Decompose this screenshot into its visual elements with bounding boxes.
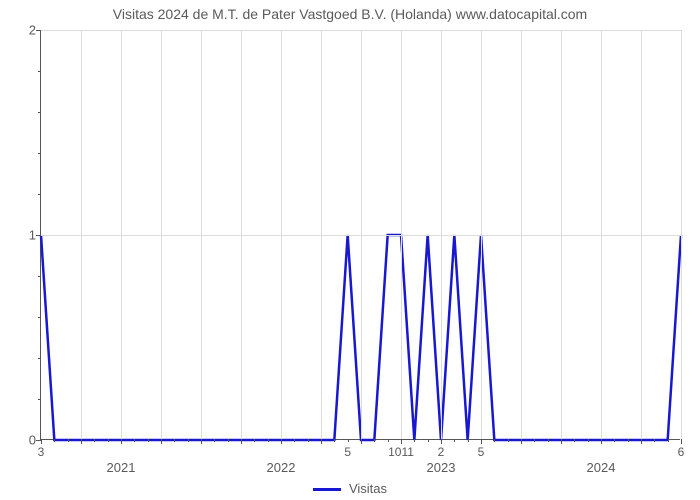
legend-label: Visitas [349, 481, 387, 496]
xtick-minor [268, 439, 269, 442]
xtick [321, 439, 322, 444]
ytick-minor [38, 153, 41, 154]
xtick-minor [308, 439, 309, 442]
grid-v [521, 30, 522, 440]
xtick [201, 439, 202, 444]
ytick-label: 0 [21, 433, 36, 448]
x-value-label: 2 [438, 445, 445, 459]
grid-v [401, 30, 402, 440]
x-value-label: 6 [678, 445, 685, 459]
xtick-minor [134, 439, 135, 442]
xtick [161, 439, 162, 444]
ytick-label: 1 [21, 228, 36, 243]
xtick-minor [254, 439, 255, 442]
xtick-minor [54, 439, 55, 442]
xtick-minor [628, 439, 629, 442]
xtick-minor [654, 439, 655, 442]
plot-area: 0123510112562021202220232024 [40, 30, 680, 440]
x-value-label: 5 [478, 445, 485, 459]
xtick [681, 439, 682, 444]
ytick-minor [38, 399, 41, 400]
xtick-minor [94, 439, 95, 442]
xtick [561, 439, 562, 444]
ytick [36, 235, 41, 236]
x-year-label: 2024 [587, 460, 616, 475]
grid-v [561, 30, 562, 440]
ytick-minor [38, 358, 41, 359]
xtick-minor [428, 439, 429, 442]
x-year-label: 2023 [427, 460, 456, 475]
xtick [81, 439, 82, 444]
grid-v [121, 30, 122, 440]
xtick-minor [68, 439, 69, 442]
xtick [401, 439, 402, 444]
legend-swatch [313, 488, 341, 491]
grid-v [321, 30, 322, 440]
xtick [441, 439, 442, 444]
grid-v [81, 30, 82, 440]
ytick-minor [38, 194, 41, 195]
grid-v [681, 30, 682, 440]
xtick [641, 439, 642, 444]
xtick-minor [228, 439, 229, 442]
xtick [41, 439, 42, 444]
xtick-minor [468, 439, 469, 442]
xtick-minor [388, 439, 389, 442]
xtick-minor [574, 439, 575, 442]
grid-v [601, 30, 602, 440]
xtick [241, 439, 242, 444]
xtick-minor [668, 439, 669, 442]
xtick-minor [374, 439, 375, 442]
ytick-minor [38, 112, 41, 113]
xtick-minor [294, 439, 295, 442]
x-year-label: 2022 [267, 460, 296, 475]
x-value-label: 1011 [388, 445, 414, 459]
xtick-minor [148, 439, 149, 442]
xtick-minor [534, 439, 535, 442]
xtick-minor [108, 439, 109, 442]
xtick-minor [508, 439, 509, 442]
xtick [481, 439, 482, 444]
xtick-minor [614, 439, 615, 442]
grid-v [641, 30, 642, 440]
xtick-minor [548, 439, 549, 442]
grid-v [281, 30, 282, 440]
plot-container: 0123510112562021202220232024 [40, 30, 680, 440]
ytick-minor [38, 276, 41, 277]
ytick-minor [38, 71, 41, 72]
xtick-minor [174, 439, 175, 442]
grid-v [241, 30, 242, 440]
xtick-minor [334, 439, 335, 442]
ytick-label: 2 [21, 23, 36, 38]
xtick [521, 439, 522, 444]
ytick [36, 30, 41, 31]
xtick-minor [348, 439, 349, 442]
grid-v [201, 30, 202, 440]
xtick-minor [454, 439, 455, 442]
xtick [601, 439, 602, 444]
xtick [121, 439, 122, 444]
ytick-minor [38, 317, 41, 318]
x-value-label: 3 [38, 445, 45, 459]
grid-v [161, 30, 162, 440]
legend: Visitas [0, 481, 700, 496]
xtick-minor [414, 439, 415, 442]
xtick-minor [188, 439, 189, 442]
x-year-label: 2021 [107, 460, 136, 475]
xtick [361, 439, 362, 444]
grid-v [441, 30, 442, 440]
grid-v [361, 30, 362, 440]
chart-title: Visitas 2024 de M.T. de Pater Vastgoed B… [0, 0, 700, 22]
xtick-minor [588, 439, 589, 442]
xtick-minor [494, 439, 495, 442]
x-value-label: 5 [344, 445, 351, 459]
xtick-minor [214, 439, 215, 442]
xtick [281, 439, 282, 444]
grid-v [481, 30, 482, 440]
